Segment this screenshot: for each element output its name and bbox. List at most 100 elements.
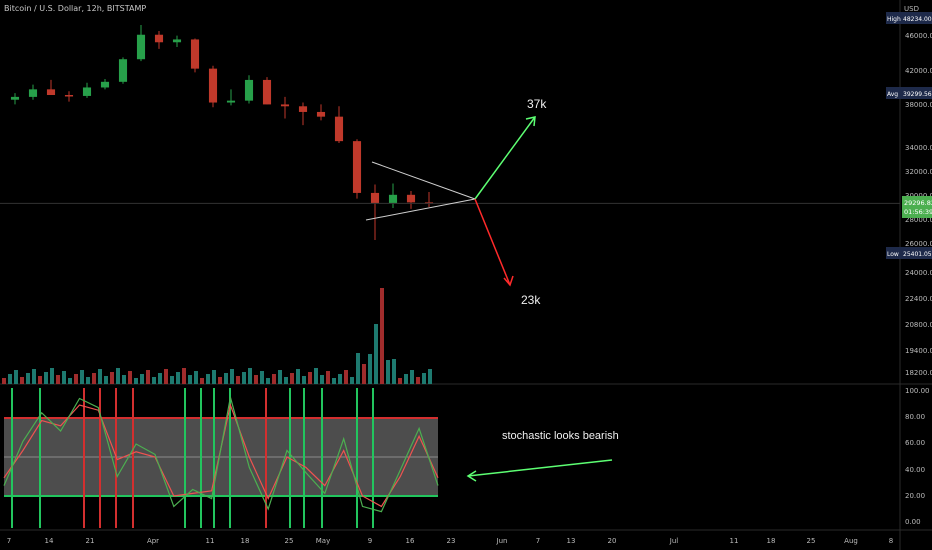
volume-bar [80,370,84,384]
time-axis-label: Jul [669,537,679,545]
time-axis-label: Jun [496,537,508,545]
osc-axis-tick: 20.00 [905,492,925,500]
avg-value: 39299.56 [903,91,932,98]
avg-value-bg [902,87,932,99]
price-axis-tick: 24000.00 [905,269,932,277]
volume-bar [398,378,402,384]
volume-bar [14,370,18,384]
time-axis-label: 9 [368,537,372,545]
candle-body[interactable] [280,104,290,107]
volume-bar [362,364,366,384]
volume-bar [218,377,222,384]
time-axis-label: 7 [7,537,11,545]
volume-bar [320,375,324,384]
volume-bar [212,370,216,384]
time-axis-label: 25 [807,537,816,545]
volume-bar [422,373,426,384]
price-axis-tick: 32000.00 [905,168,932,176]
volume-bar [122,375,126,384]
volume-bar [152,377,156,384]
last-price-badge [902,196,932,218]
stoch-k-line [3,397,439,513]
candle-body[interactable] [10,96,20,100]
candle-body[interactable] [226,100,236,103]
volume-bar [338,374,342,384]
time-axis-label: 11 [206,537,215,545]
candle-body[interactable] [262,79,272,105]
volume-bar [308,372,312,384]
symbol-title: Bitcoin / U.S. Dollar, 12h, BITSTAMP [4,4,147,13]
candle-body[interactable] [388,194,398,204]
volume-bar [164,369,168,384]
high-label-bg [886,12,902,24]
volume-bar [380,288,384,384]
volume-bar [428,369,432,384]
volume-bar [386,360,390,384]
candle-body[interactable] [298,106,308,112]
candle-body[interactable] [118,59,128,82]
low-label-bg [886,247,902,259]
candle-body[interactable] [82,87,92,96]
volume-bar [206,374,210,384]
price-axis-tick: 42000.00 [905,67,932,75]
volume-bar [68,378,72,384]
time-axis-label: 20 [608,537,617,545]
volume-bar [374,324,378,384]
candle-body[interactable] [154,34,164,43]
time-axis-label: 18 [241,537,250,545]
candle-body[interactable] [46,89,56,95]
volume-bar [38,376,42,384]
candle-body[interactable] [244,79,254,101]
candle-body[interactable] [28,89,38,97]
volume-bar [248,368,252,384]
candle-body[interactable] [136,34,146,60]
volume-bar [236,376,240,384]
candle-body[interactable] [64,95,74,97]
osc-axis-tick: 40.00 [905,466,925,474]
time-axis-label: 18 [767,537,776,545]
time-axis-label: 13 [567,537,576,545]
last-price-value: 29296.82 [904,199,932,207]
time-axis-label: Apr [147,537,159,545]
volume-bar [32,369,36,384]
triangle-lower-line [365,198,476,221]
volume-bar [290,373,294,384]
countdown-value: 01:56:39 [904,208,932,216]
osc-axis-tick: 100.00 [905,387,930,395]
candle-body[interactable] [316,111,326,117]
volume-bar [74,374,78,384]
arrow-up-line [474,116,536,200]
arrow-down-line [474,198,511,286]
volume-bar [8,374,12,384]
time-axis-label: 23 [447,537,456,545]
target-up-label: 37k [527,97,547,111]
volume-bar [104,376,108,384]
candle-body[interactable] [370,192,380,204]
volume-bar [284,377,288,384]
volume-bar [260,371,264,384]
volume-bar [404,374,408,384]
price-axis-tick: 22400.00 [905,295,932,303]
volume-bar [356,353,360,384]
volume-bar [98,369,102,384]
candle-body[interactable] [334,116,344,142]
low-value: 25401.05 [903,251,932,258]
candle-body[interactable] [352,141,362,193]
osc-axis-tick: 80.00 [905,413,925,421]
triangle-upper-line [371,161,476,200]
candle-body[interactable] [100,81,110,88]
candle-body[interactable] [190,39,200,69]
candle-body[interactable] [172,39,182,43]
candle-body[interactable] [208,68,218,103]
volume-bar [326,371,330,384]
volume-bar [134,378,138,384]
candle-body[interactable] [406,194,416,203]
volume-bar [56,375,60,384]
volume-bar [92,373,96,384]
volume-bar [230,369,234,384]
volume-bar [110,372,114,384]
volume-bar [254,375,258,384]
volume-bar [416,377,420,384]
